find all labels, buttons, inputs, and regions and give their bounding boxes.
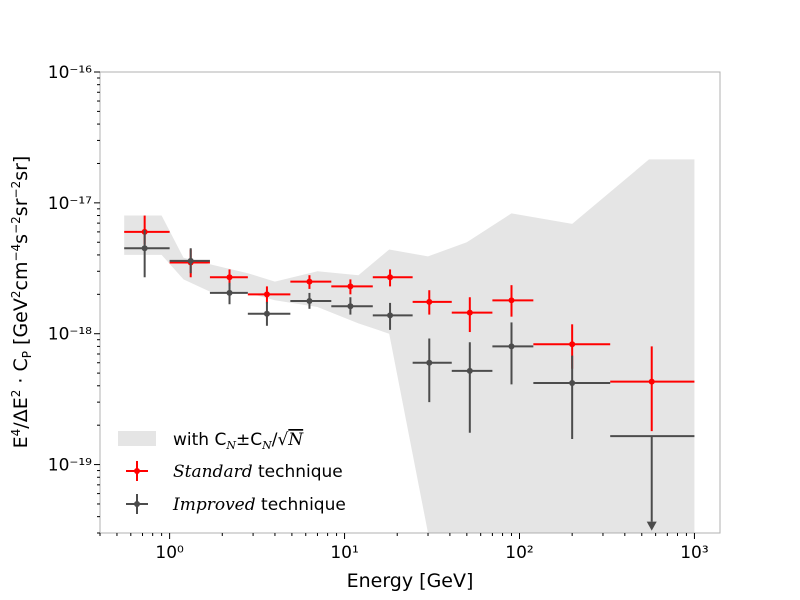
- standard-point-8: [466, 309, 473, 316]
- x-tick-label-2: 10²: [505, 543, 533, 563]
- improved-point-4: [306, 297, 313, 304]
- improved-point-5: [347, 303, 354, 310]
- legend-improved-label: Improved technique: [172, 495, 346, 515]
- band-layer: [124, 159, 695, 533]
- standard-point-6: [387, 274, 394, 281]
- x-axis-label: Energy [GeV]: [347, 570, 474, 592]
- improved-point-10: [569, 380, 576, 387]
- y-axis-label: E4/ΔE2 · CP [GeV2cm−4s−2sr−2sr]: [9, 156, 34, 449]
- improved-upper-limit-arrow-11: [646, 521, 657, 531]
- uncertainty-band: [124, 159, 695, 533]
- legend-improved-marker: [126, 494, 148, 514]
- legend: with CN±CN/√N Standard technique Improve…: [118, 430, 346, 515]
- y-tick-label-3: 10⁻¹⁶: [48, 63, 92, 83]
- y-tick-label-2: 10⁻¹⁷: [48, 194, 92, 214]
- improved-point-7: [426, 359, 433, 366]
- plot-frame: [99, 71, 721, 534]
- standard-point-2: [226, 274, 233, 281]
- x-tick-label-0: 10⁰: [155, 543, 184, 563]
- improved-point-3: [263, 310, 270, 317]
- improved-point-0: [141, 245, 148, 252]
- standard-point-10: [569, 341, 576, 348]
- improved-point-6: [387, 312, 394, 319]
- improved-point-2: [226, 289, 233, 296]
- improved-series: [124, 230, 695, 531]
- x-tick-label-1: 10¹: [330, 543, 358, 563]
- improved-point-1: [187, 257, 194, 264]
- improved-point-8: [466, 367, 473, 374]
- legend-standard-marker: [126, 461, 148, 481]
- standard-point-3: [263, 291, 270, 298]
- standard-point-7: [426, 298, 433, 305]
- improved-point-9: [508, 343, 515, 350]
- y-tick-label-0: 10⁻¹⁹: [48, 456, 92, 476]
- legend-standard-label: Standard technique: [173, 462, 343, 482]
- y-axis-ticks: 10⁻¹⁹ 10⁻¹⁸ 10⁻¹⁷ 10⁻¹⁶: [48, 63, 100, 534]
- standard-point-4: [306, 278, 313, 285]
- standard-point-11: [648, 378, 655, 385]
- x-axis-ticks: 10⁰ 10¹ 10² 10³: [99, 533, 709, 563]
- legend-band-swatch: [118, 431, 156, 446]
- legend-band-label: with CN±CN/√N: [173, 430, 304, 452]
- standard-point-9: [508, 297, 515, 304]
- x-tick-label-3: 10³: [680, 543, 708, 563]
- y-tick-label-1: 10⁻¹⁸: [48, 325, 92, 345]
- standard-point-5: [347, 283, 354, 290]
- series-layer: [124, 215, 695, 531]
